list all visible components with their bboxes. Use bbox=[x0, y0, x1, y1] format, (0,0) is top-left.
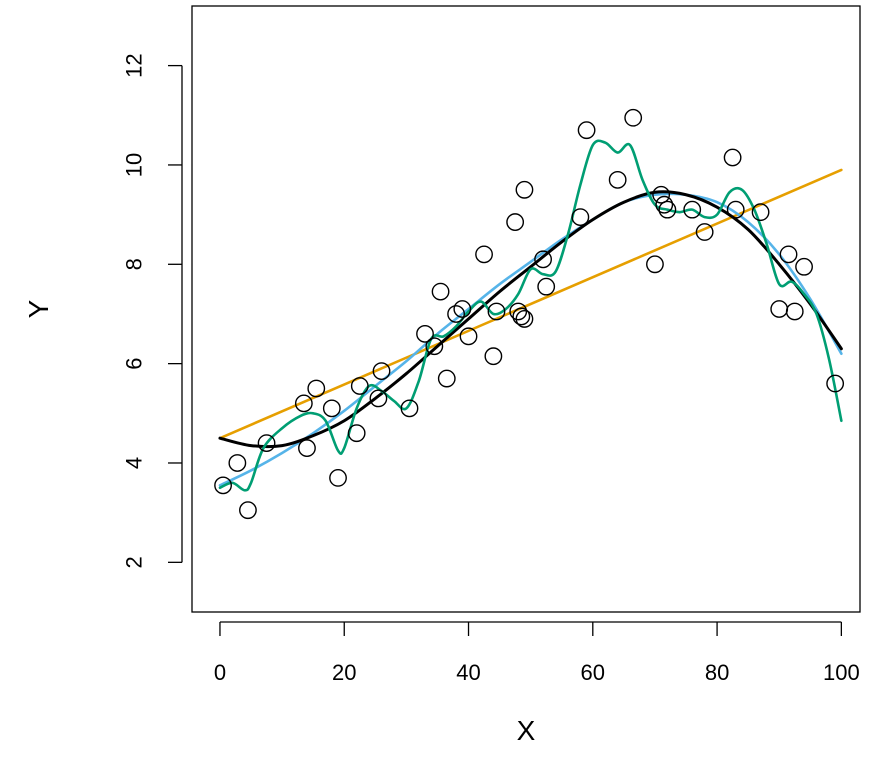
scatter-point bbox=[658, 200, 677, 219]
scatter-point bbox=[228, 454, 247, 472]
scatter-point bbox=[534, 250, 552, 269]
scatter-point bbox=[298, 439, 316, 457]
y-tick-label: 4 bbox=[122, 457, 147, 469]
scatter-point bbox=[447, 305, 465, 323]
x-tick-label: 100 bbox=[823, 660, 860, 685]
x-axis-title: X bbox=[517, 715, 536, 746]
scatter-point bbox=[695, 223, 714, 241]
scatter-point bbox=[347, 424, 366, 443]
x-tick-label: 40 bbox=[456, 660, 480, 685]
scatter-point bbox=[826, 374, 845, 393]
scatter-point bbox=[400, 399, 419, 418]
y-tick-label: 12 bbox=[122, 53, 147, 77]
scatter-point bbox=[484, 347, 503, 366]
scatter-point bbox=[487, 302, 506, 321]
axes-layer: 0 20 40 60 80 100 2 4 6 8 10 12 bbox=[122, 53, 860, 685]
x-tick-label: 80 bbox=[705, 660, 729, 685]
scatter-point bbox=[329, 468, 347, 487]
scatter-point bbox=[723, 148, 742, 167]
smoothing-spline-fit-line bbox=[218, 139, 843, 492]
scatter-point bbox=[459, 327, 478, 346]
x-tick-label: 20 bbox=[332, 660, 356, 685]
scatter-point bbox=[655, 195, 674, 214]
scatter-point bbox=[453, 300, 472, 318]
quadratic-fit-line bbox=[218, 192, 843, 487]
scatter-point bbox=[624, 108, 643, 127]
scatter-point bbox=[646, 255, 664, 274]
scatter-point bbox=[515, 310, 534, 328]
scatter-point bbox=[652, 185, 671, 204]
scatter-point bbox=[369, 389, 388, 408]
scatter-point bbox=[431, 282, 450, 301]
scatter-point bbox=[307, 379, 326, 398]
scatter-point bbox=[577, 121, 596, 140]
scatter-point bbox=[537, 277, 556, 296]
scatter-point bbox=[751, 203, 770, 222]
y-tick-label: 8 bbox=[122, 258, 147, 270]
scatter-point bbox=[785, 302, 804, 321]
scatter-point bbox=[795, 257, 813, 276]
scatter-point bbox=[372, 362, 391, 380]
x-tick-label: 0 bbox=[214, 660, 226, 685]
scatter-points-layer bbox=[214, 108, 845, 520]
scatter-point bbox=[571, 208, 590, 227]
cubic-fit-line bbox=[218, 190, 843, 449]
y-axis-title: Y bbox=[23, 299, 54, 318]
fit-lines-layer bbox=[218, 139, 843, 492]
plot-frame bbox=[191, 5, 861, 613]
scatter-point bbox=[437, 369, 456, 388]
scatter-point bbox=[416, 324, 434, 343]
y-tick-label: 6 bbox=[122, 358, 147, 370]
scatter-point bbox=[608, 170, 627, 189]
scatter-point bbox=[726, 200, 745, 219]
scatter-point bbox=[239, 501, 257, 520]
y-tick-label: 2 bbox=[122, 556, 147, 568]
scatter-point bbox=[475, 245, 493, 264]
x-tick-label: 60 bbox=[581, 660, 605, 685]
scatter-point bbox=[214, 476, 232, 495]
scatter-point bbox=[770, 300, 789, 318]
y-tick-label: 10 bbox=[122, 153, 147, 177]
linear-fit-line bbox=[218, 168, 843, 440]
scatter-point bbox=[322, 399, 341, 418]
scatter-point bbox=[512, 307, 531, 326]
scatter-point bbox=[257, 434, 276, 453]
scatter-point bbox=[350, 377, 369, 395]
scatter-point bbox=[779, 245, 798, 264]
scatter-point bbox=[425, 337, 444, 356]
scatter-point bbox=[506, 213, 525, 231]
scatter-point bbox=[294, 394, 313, 413]
scatter-point bbox=[515, 180, 534, 199]
scatter-point bbox=[683, 200, 702, 219]
